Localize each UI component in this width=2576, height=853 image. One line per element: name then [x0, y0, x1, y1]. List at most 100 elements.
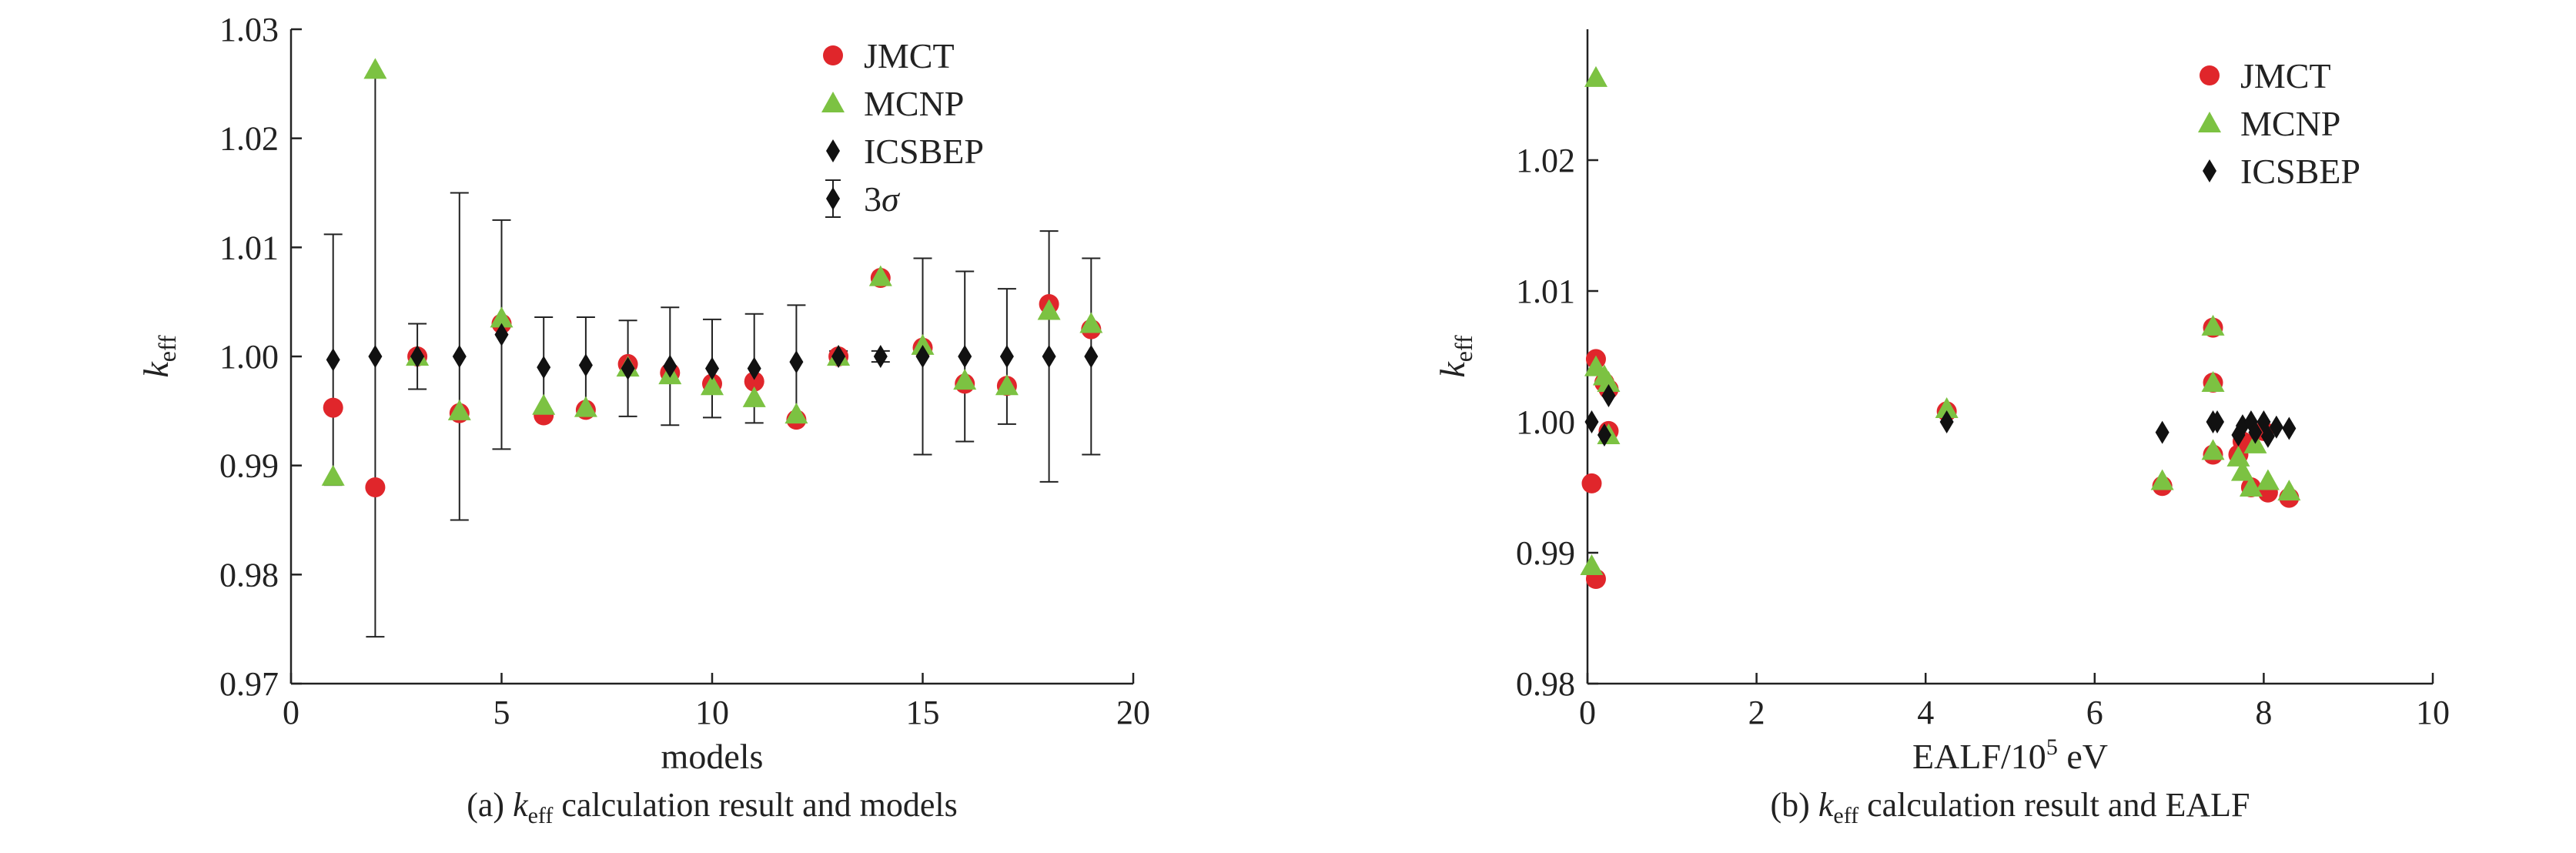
icsbep-point — [873, 345, 888, 368]
mcnp-point — [490, 306, 514, 328]
icsbep-point — [1584, 410, 1599, 433]
legend-marker — [826, 187, 840, 210]
legend-entry: ICSBEP — [826, 132, 984, 171]
icsbep-point — [326, 348, 340, 372]
icsbep-point — [578, 353, 593, 377]
legend-entry: JMCT — [2200, 56, 2331, 95]
icsbep-point — [705, 356, 719, 380]
legend-marker — [826, 139, 840, 162]
legend-label: 3σ — [864, 179, 901, 219]
mcnp-point — [911, 333, 935, 355]
x-tick-label: 20 — [1116, 694, 1150, 731]
y-tick-label: 1.01 — [1516, 273, 1575, 310]
mcnp-point — [2230, 460, 2254, 481]
mcnp-point — [1079, 312, 1103, 333]
mcnp-point — [447, 399, 471, 420]
x-tick-label: 0 — [283, 694, 299, 731]
icsbep-point — [2248, 420, 2263, 444]
y-tick-label: 0.98 — [219, 556, 279, 594]
panel-b: 0 2 4 6 8 10 0.98 0.99 1.00 1.01 1.02 keff EALF/105 … — [1433, 29, 2450, 828]
jmct-point — [744, 371, 764, 392]
icsbep-point — [958, 345, 972, 368]
legend-label: MCNP — [864, 84, 964, 123]
icsbep-point — [452, 345, 467, 368]
legend-label: JMCT — [2240, 56, 2331, 95]
icsbep-point — [1597, 423, 1611, 447]
icsbep-point — [368, 345, 383, 368]
x-tick-label: 15 — [906, 694, 940, 731]
legend-label: ICSBEP — [2240, 152, 2360, 191]
mcnp-point — [532, 393, 556, 415]
panel-caption: (b) keff calculation result and EALF — [1771, 786, 2250, 828]
mcnp-point — [2277, 480, 2301, 501]
mcnp-point — [1597, 371, 1621, 392]
mcnp-point — [2201, 314, 2225, 336]
mcnp-point — [1584, 65, 1607, 87]
icsbep-point — [410, 345, 425, 368]
y-tick-label: 0.98 — [1516, 665, 1575, 703]
x-tick-label: 6 — [2086, 694, 2103, 731]
icsbep-point — [1042, 345, 1056, 368]
y-tick-label: 1.03 — [219, 11, 279, 49]
mcnp-point — [321, 464, 345, 486]
icsbep-point — [747, 356, 761, 380]
legend-entry: 3σ — [825, 179, 901, 219]
y-tick-label: 1.02 — [1516, 142, 1575, 179]
icsbep-point — [999, 345, 1014, 368]
mcnp-point — [701, 374, 724, 396]
y-tick-label: 0.97 — [219, 665, 279, 703]
mcnp-point — [2201, 439, 2225, 460]
y-tick-label: 1.02 — [219, 120, 279, 158]
x-tick-label: 5 — [493, 694, 510, 731]
icsbep-point — [915, 345, 930, 368]
legend-marker — [2200, 65, 2220, 85]
y-axis-label: keff — [136, 335, 181, 378]
legend-entry: ICSBEP — [2203, 152, 2360, 191]
y-tick-label: 1.00 — [219, 338, 279, 376]
mcnp-point — [1935, 397, 1959, 418]
mcnp-point — [742, 386, 766, 407]
icsbep-point — [2155, 420, 2170, 444]
mcnp-point — [953, 369, 977, 390]
x-axis-label: EALF/105 eV — [1912, 734, 2108, 776]
legend: JMCT MCNP ICSBEP 3σ — [821, 36, 984, 219]
legend-marker — [2198, 112, 2221, 132]
legend-marker — [821, 92, 845, 112]
icsbep-point — [2269, 415, 2283, 439]
jmct-point — [1581, 473, 1602, 493]
legend-entry: JMCT — [823, 36, 955, 75]
legend-label: ICSBEP — [864, 132, 984, 171]
x-tick-label: 2 — [1748, 694, 1765, 731]
icsbep-point — [1939, 410, 1954, 433]
x-tick-label: 10 — [695, 694, 729, 731]
mcnp-point — [868, 265, 892, 286]
icsbep-point — [831, 345, 846, 368]
icsbep-point — [2282, 416, 2297, 440]
x-axis-label: models — [661, 737, 764, 776]
legend-label: JMCT — [864, 36, 955, 75]
x-tick-label: 10 — [2416, 694, 2450, 731]
y-axis-label: keff — [1433, 335, 1477, 378]
x-tick-label: 4 — [1917, 694, 1934, 731]
jmct-point — [323, 397, 343, 418]
x-tick-label: 8 — [2255, 694, 2272, 731]
mcnp-point — [995, 374, 1019, 396]
y-tick-label: 0.99 — [1516, 534, 1575, 572]
panel-a: 0 5 10 15 20 0.97 0.98 0.99 1.00 1.01 1.02 1.03 keff… — [136, 11, 1150, 828]
mcnp-point — [2150, 469, 2174, 490]
mcnp-point — [574, 396, 597, 417]
legend: JMCT MCNP ICSBEP — [2198, 56, 2360, 191]
icsbep-point — [789, 350, 804, 374]
mcnp-point — [2256, 469, 2280, 490]
mcnp-point — [1037, 299, 1061, 320]
mcnp-point — [2239, 476, 2263, 497]
y-tick-label: 0.99 — [219, 447, 279, 485]
icsbep-point — [1601, 384, 1616, 407]
y-tick-label: 1.01 — [219, 229, 279, 266]
icsbep-point — [494, 323, 509, 346]
jmct-point — [365, 477, 386, 497]
icsbep-point — [663, 354, 677, 378]
icsbep-point — [2260, 424, 2275, 448]
